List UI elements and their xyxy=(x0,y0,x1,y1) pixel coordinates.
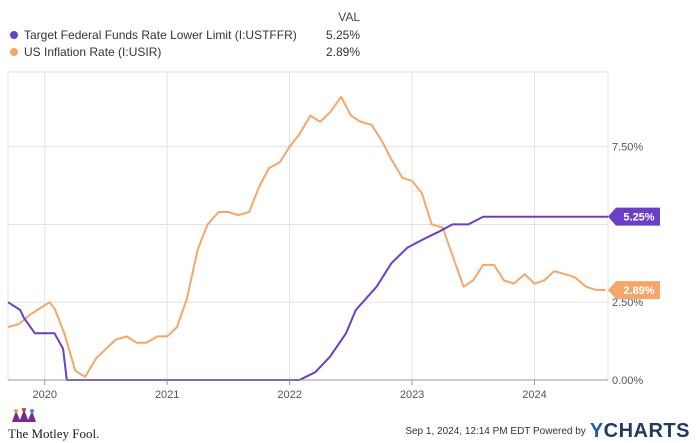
ycharts-logo-rest: CHARTS xyxy=(603,420,690,442)
y-tick-label: 0.00% xyxy=(612,375,643,387)
end-tag-value: 5.25% xyxy=(623,212,654,224)
legend-item-value: 2.89% xyxy=(325,45,360,59)
y-tick-label: 2.50% xyxy=(612,297,643,309)
label-layer: 2020 2021 2022 2023 2024 0.00% 2.50% 7.50% 5.25%… xyxy=(32,142,660,401)
legend-item-inflation[interactable]: US Inflation Rate (I:USIR) 2.89% xyxy=(8,45,360,61)
series-line-fed-funds xyxy=(7,215,608,381)
end-tag-inflation xyxy=(608,281,660,300)
motley-fool-brand: The Motley Fool. xyxy=(8,426,100,441)
legend-header: VAL xyxy=(338,10,360,24)
x-tick-label: 2021 xyxy=(155,389,179,401)
axis-layer xyxy=(8,379,608,385)
footer-attribution: Sep 1, 2024, 12:14 PM EDT Powered by YCH… xyxy=(405,420,690,443)
ycharts-logo[interactable]: YCHARTS xyxy=(590,420,690,443)
x-tick-label: 2024 xyxy=(522,389,546,401)
legend-item-value: 5.25% xyxy=(325,28,360,42)
legend-dot-fed-funds xyxy=(10,31,18,39)
x-tick-label: 2023 xyxy=(400,389,424,401)
legend-item-label: US Inflation Rate (I:USIR) xyxy=(24,45,162,59)
series-line-inflation xyxy=(7,95,606,378)
end-tag-value: 2.89% xyxy=(623,285,654,297)
y-tick-label: 7.50% xyxy=(612,142,643,154)
ycharts-logo-y: Y xyxy=(589,420,604,442)
x-tick-label: 2022 xyxy=(277,389,301,401)
legend-item-label: Target Federal Funds Rate Lower Limit (I… xyxy=(24,28,297,42)
series-layer xyxy=(7,95,608,381)
legend-dot-inflation xyxy=(10,48,18,56)
chart-timestamp: Sep 1, 2024, 12:14 PM EDT Powered by xyxy=(405,426,586,437)
jester-cap-icon xyxy=(12,408,36,422)
legend-item-fed-funds[interactable]: Target Federal Funds Rate Lower Limit (I… xyxy=(8,28,360,44)
end-tag-fed-funds xyxy=(608,207,660,226)
x-tick-label: 2020 xyxy=(32,389,56,401)
